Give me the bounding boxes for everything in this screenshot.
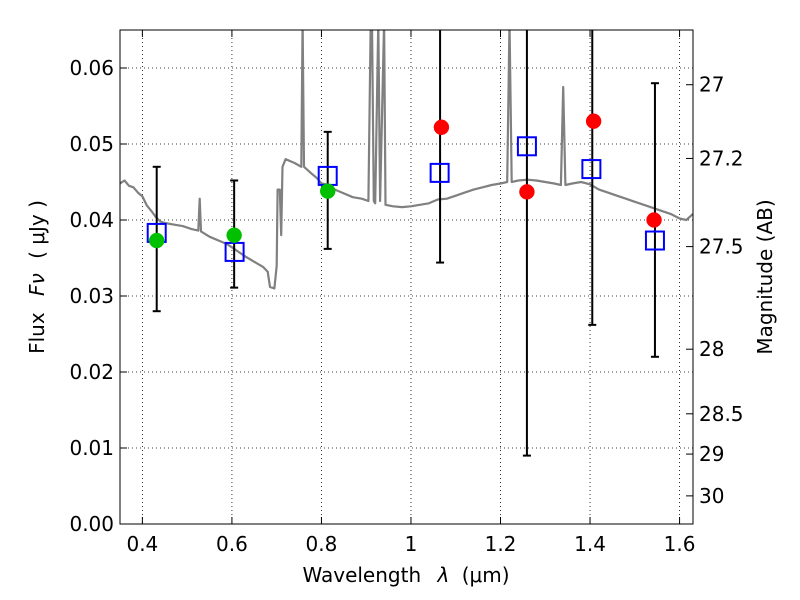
y-label-unit: ( μJy ) bbox=[25, 200, 49, 259]
observed-point bbox=[148, 232, 165, 249]
y-tick-label: 0.03 bbox=[69, 284, 114, 308]
x-tick-label: 0.6 bbox=[216, 532, 248, 556]
plot-area bbox=[120, 30, 693, 457]
observed-point bbox=[319, 183, 336, 199]
y-label-prefix: Flux bbox=[25, 312, 49, 354]
x-tick-label: 1.4 bbox=[574, 532, 606, 556]
x-label-unit: (μm) bbox=[462, 563, 510, 587]
y-tick-label: 0.06 bbox=[69, 56, 114, 80]
y2-tick-label: 29 bbox=[699, 442, 724, 466]
x-tick-label: 1.2 bbox=[485, 532, 517, 556]
y2-axis-label: Magnitude (AB) bbox=[753, 199, 777, 354]
x-label-prefix: Wavelength bbox=[302, 563, 421, 587]
y-axis-label: Flux Fν ( μJy ) bbox=[25, 200, 49, 354]
x-tick-label: 1.6 bbox=[664, 532, 696, 556]
x-tick-label: 1 bbox=[405, 532, 418, 556]
y2-tick-label: 27.2 bbox=[699, 146, 744, 170]
y-tick-label: 0.01 bbox=[69, 436, 114, 460]
axis-ticks: 0.4 0.6 0.8 1 1.2 1.4 1.6 0.00 0.01 0.02 0.03 0.04 0… bbox=[69, 30, 744, 556]
y-tick-label: 0.05 bbox=[69, 132, 114, 156]
model-photometry-square bbox=[644, 230, 665, 251]
y2-tick-label: 28 bbox=[699, 337, 724, 361]
observed-point bbox=[433, 119, 450, 136]
sed-line bbox=[120, 30, 693, 290]
observed-point bbox=[226, 227, 242, 243]
model-photometry-square bbox=[429, 162, 450, 183]
y-tick-label: 0.02 bbox=[69, 360, 114, 384]
plot-background bbox=[120, 30, 693, 524]
observed-point bbox=[519, 184, 535, 200]
y2-tick-label: 27.5 bbox=[699, 235, 744, 259]
observed-point bbox=[585, 113, 602, 129]
observed-point bbox=[646, 212, 662, 228]
x-tick-label: 0.4 bbox=[126, 532, 158, 556]
x-tick-label: 0.8 bbox=[306, 532, 338, 556]
y-tick-label: 0.00 bbox=[69, 512, 114, 536]
y2-tick-label: 30 bbox=[699, 484, 724, 508]
x-label-symbol: λ bbox=[437, 563, 450, 587]
y-label-symbol: Fν bbox=[25, 273, 49, 296]
x-axis-label: Wavelength λ (μm) bbox=[302, 563, 509, 587]
y2-tick-label: 27 bbox=[699, 73, 724, 97]
y-tick-label: 0.04 bbox=[69, 208, 114, 232]
plot-frame bbox=[119, 29, 694, 525]
y2-tick-label: 28.5 bbox=[699, 402, 744, 426]
model-photometry-square bbox=[581, 159, 602, 180]
model-photometry-square bbox=[516, 136, 537, 157]
